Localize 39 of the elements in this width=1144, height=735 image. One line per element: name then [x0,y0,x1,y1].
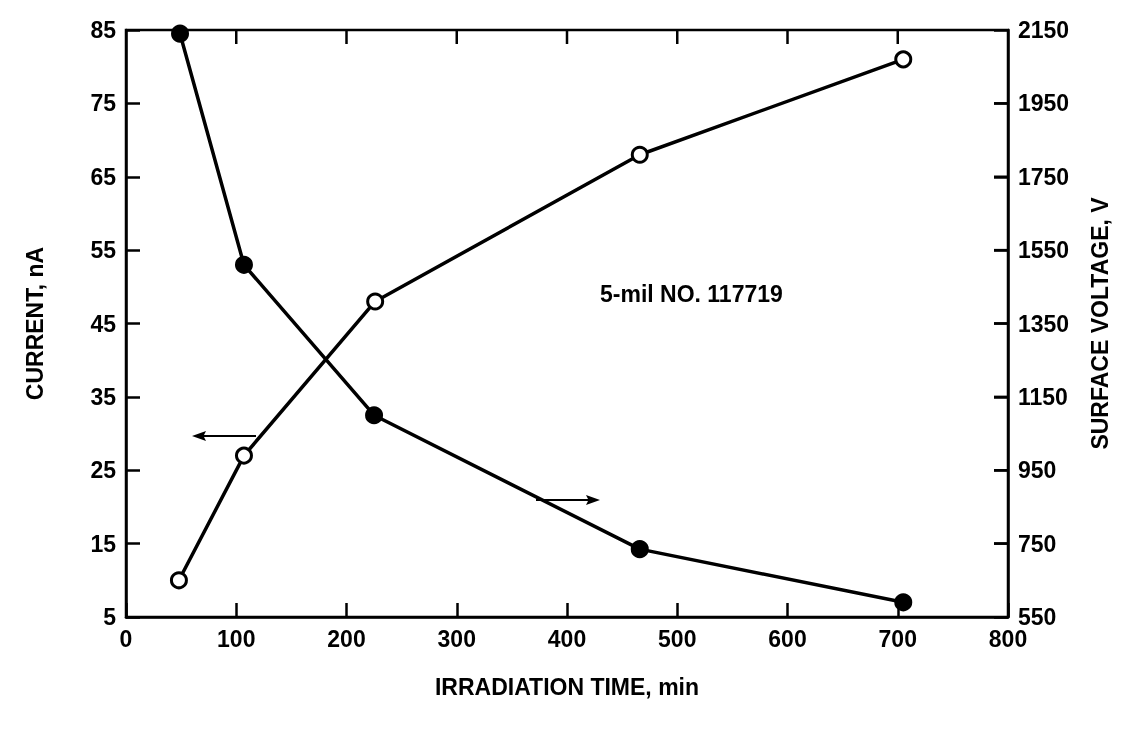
y-axis-title: CURRENT, nA [21,246,48,401]
point [169,571,188,590]
point [171,24,190,43]
y-tick-label: 25 [90,457,117,484]
y-tick-label: 5 [103,604,117,630]
x-tick-label: 600 [768,625,807,652]
x-tick-label: 200 [327,625,366,652]
y2-tick-label: 750 [1018,530,1057,557]
point [234,446,253,465]
y2-tick-label: 1750 [1018,163,1070,190]
point [366,292,385,311]
y2-axis-title: SURFACE VOLTAGE, V [1086,196,1113,450]
x-tick-label: 0 [119,625,133,652]
point [365,406,384,425]
x-tick-label: 400 [547,625,587,652]
x-tick-label: 700 [878,625,917,652]
x-tick-label: 300 [437,625,476,652]
point [894,593,913,612]
y-tick-label: 15 [90,530,117,557]
point [894,50,913,69]
y2-tick-label: 1950 [1018,90,1070,117]
y2-tick-label: 1150 [1018,383,1068,410]
point [234,255,253,274]
y-tick-label: 75 [90,90,117,117]
y2-tick-label: 950 [1018,457,1057,484]
x-tick-label: 100 [217,625,256,652]
point [630,540,649,559]
y-tick-label: 35 [90,383,117,410]
y2-tick-label: 2150 [1018,17,1070,43]
point [630,145,649,164]
y2-tick-label: 1550 [1018,237,1070,264]
annotation: 5-mil NO. 117719 [600,280,783,307]
y-tick-label: 45 [90,310,117,337]
y-tick-label: 65 [90,163,117,190]
y-tick-label: 55 [90,237,117,264]
y2-tick-label: 1350 [1018,310,1070,337]
y-tick-label: 85 [90,17,117,43]
x-tick-label: 500 [658,625,697,652]
x-axis-title: IRRADIATION TIME, min [434,673,700,700]
